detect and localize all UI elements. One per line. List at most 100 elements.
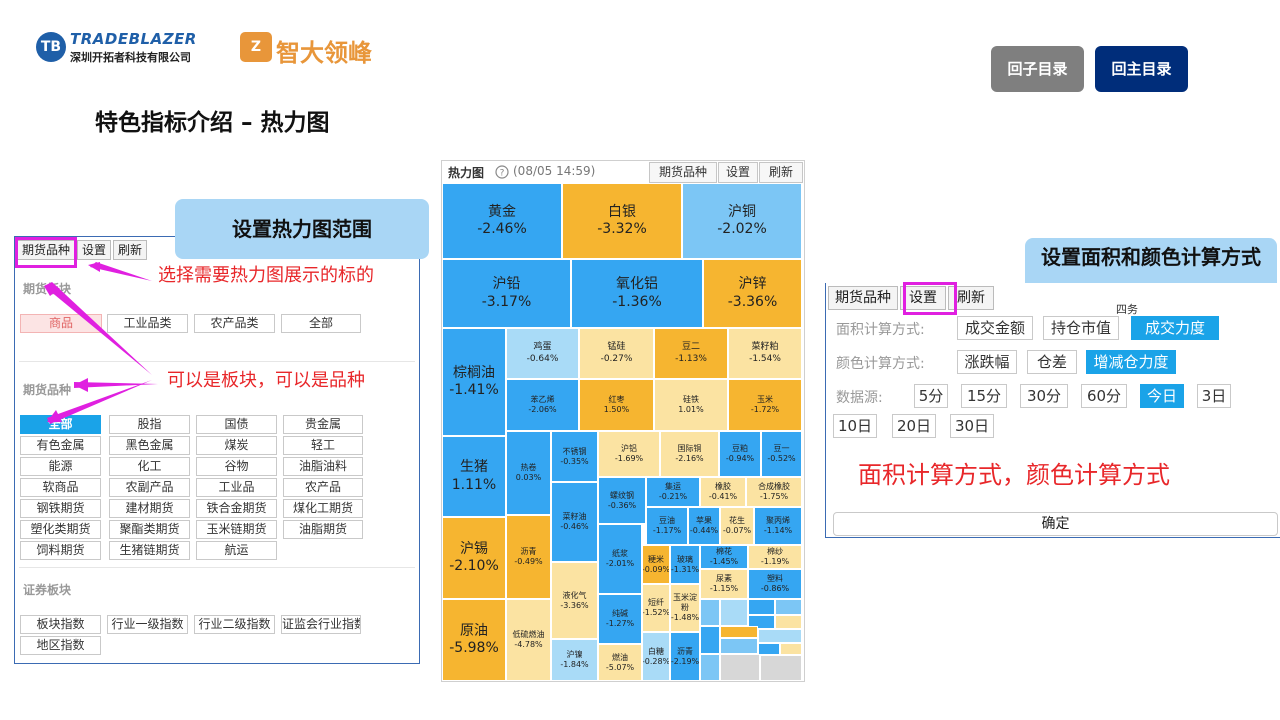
heatmap-cell[interactable]: 豆二 -1.13% [654, 328, 728, 379]
variety-chip[interactable]: 航运 [196, 541, 277, 560]
board-chip-industrial[interactable]: 工业品类 [107, 314, 188, 333]
heatmap-cell[interactable]: 纯碱 -1.27% [598, 594, 642, 644]
heatmap-cell[interactable]: 沪镍 -1.84% [551, 639, 598, 681]
heatmap-small-tile[interactable] [748, 615, 775, 629]
src-opt-30min[interactable]: 30分 [1020, 384, 1068, 408]
heatmap-cell[interactable]: 原油 -5.98% [442, 599, 506, 681]
heatmap-cell[interactable]: 鸡蛋 -0.64% [506, 328, 579, 379]
variety-chip[interactable]: 油脂期货 [283, 520, 363, 539]
variety-chip[interactable]: 建材期货 [109, 499, 190, 518]
variety-chip[interactable]: 煤化工期货 [283, 499, 363, 518]
variety-chip[interactable]: 煤炭 [196, 436, 277, 455]
variety-chip[interactable]: 轻工 [283, 436, 363, 455]
heatmap-cell[interactable]: 短纤 -1.52% [642, 584, 670, 632]
color-opt-change[interactable]: 涨跌幅 [957, 350, 1017, 374]
heatmap-small-tile[interactable] [720, 626, 758, 638]
heatmap-cell[interactable]: 沪铅 -3.17% [442, 259, 571, 328]
heatmap-cell[interactable]: 液化气 -3.36% [551, 562, 598, 639]
stock-chip-industry-l1[interactable]: 行业一级指数 [107, 615, 188, 634]
heatmap-small-tile[interactable] [720, 638, 758, 654]
board-chip-agricultural[interactable]: 农产品类 [194, 314, 275, 333]
src-opt-3day[interactable]: 3日 [1197, 384, 1231, 408]
heatmap-cell[interactable]: 热卷 0.03% [506, 431, 551, 515]
stock-chip-csrc-industry[interactable]: 证监会行业指数 [281, 615, 361, 634]
stock-chip-sector-index[interactable]: 板块指数 [20, 615, 101, 634]
variety-chip[interactable]: 谷物 [196, 457, 277, 476]
area-opt-position-value[interactable]: 持仓市值 [1043, 316, 1119, 340]
stock-chip-industry-l2[interactable]: 行业二级指数 [194, 615, 275, 634]
variety-chip[interactable]: 化工 [109, 457, 190, 476]
heatmap-small-tile[interactable] [748, 599, 775, 615]
heatmap-small-tile[interactable] [720, 599, 748, 626]
heatmap-cell[interactable]: 棉花 -1.45% [700, 545, 748, 569]
color-opt-position-strength[interactable]: 增减仓力度 [1086, 350, 1176, 374]
heatmap-refresh-button[interactable]: 刷新 [759, 162, 803, 183]
heatmap-cell[interactable]: 橡胶 -0.41% [700, 477, 746, 507]
area-opt-volume-strength[interactable]: 成交力度 [1131, 316, 1219, 340]
tab-futures-variety[interactable]: 期货品种 [828, 286, 898, 310]
variety-chip[interactable]: 软商品 [20, 478, 101, 497]
variety-chip[interactable]: 能源 [20, 457, 101, 476]
heatmap-cell[interactable]: 棉纱 -1.19% [748, 545, 802, 569]
heatmap-small-tile[interactable] [700, 626, 720, 654]
variety-chip[interactable]: 工业品 [196, 478, 277, 497]
back-to-sub-menu-button[interactable]: 回子目录 [991, 46, 1084, 92]
heatmap-cell[interactable]: 粳米 -0.09% [642, 545, 670, 584]
heatmap-cell[interactable]: 豆油 -1.17% [646, 507, 688, 545]
question-circle-icon[interactable]: ? [495, 165, 509, 179]
src-opt-10day[interactable]: 10日 [833, 414, 877, 438]
heatmap-cell[interactable]: 尿素 -1.15% [700, 569, 748, 599]
heatmap-small-tile[interactable] [760, 655, 802, 681]
heatmap-small-tile[interactable] [775, 599, 802, 615]
board-chip-commodity[interactable]: 商品 [20, 314, 102, 333]
heatmap-cell[interactable]: 氧化铝 -1.36% [571, 259, 703, 328]
heatmap-cell[interactable]: 国际铜 -2.16% [660, 431, 719, 477]
heatmap-cell[interactable]: 玉米淀粉 -1.48% [670, 584, 700, 632]
heatmap-cell[interactable]: 沥青 -2.19% [670, 632, 700, 681]
heatmap-cell[interactable]: 螺纹钢 -0.36% [598, 477, 646, 524]
heatmap-small-tile[interactable] [700, 599, 720, 626]
src-opt-today[interactable]: 今日 [1140, 384, 1184, 408]
tab-refresh[interactable]: 刷新 [113, 240, 148, 260]
heatmap-small-tile[interactable] [758, 643, 780, 655]
heatmap-cell[interactable]: 红枣 1.50% [579, 379, 654, 431]
heatmap-cell[interactable]: 菜籽粕 -1.54% [728, 328, 802, 379]
heatmap-cell[interactable]: 沪铝 -1.69% [598, 431, 660, 477]
heatmap-cell[interactable]: 集运 -0.21% [646, 477, 700, 507]
variety-chip[interactable]: 塑化类期货 [20, 520, 101, 539]
heatmap-cell[interactable]: 菜籽油 -0.46% [551, 482, 598, 562]
variety-chip[interactable]: 饲料期货 [20, 541, 101, 560]
src-opt-20day[interactable]: 20日 [892, 414, 936, 438]
variety-chip[interactable]: 油脂油料 [283, 457, 363, 476]
heatmap-cell[interactable]: 玉米 -1.72% [728, 379, 802, 431]
variety-chip[interactable]: 国债 [196, 415, 277, 434]
back-to-main-menu-button[interactable]: 回主目录 [1095, 46, 1188, 92]
heatmap-small-tile[interactable] [720, 654, 760, 681]
heatmap-cell[interactable]: 锰硅 -0.27% [579, 328, 654, 379]
heatmap-small-tile[interactable] [780, 643, 802, 655]
variety-chip[interactable]: 铁合金期货 [196, 499, 277, 518]
heatmap-cell[interactable]: 沪铜 -2.02% [682, 183, 802, 259]
src-opt-15min[interactable]: 15分 [961, 384, 1007, 408]
heatmap-cell[interactable]: 塑料 -0.86% [748, 569, 802, 599]
heatmap-cell[interactable]: 苯乙烯 -2.06% [506, 379, 579, 431]
heatmap-cell[interactable]: 豆粕 -0.94% [719, 431, 761, 477]
src-opt-60min[interactable]: 60分 [1081, 384, 1127, 408]
tab-settings[interactable]: 设置 [77, 240, 112, 260]
heatmap-cell[interactable]: 沥青 -0.49% [506, 515, 551, 599]
src-opt-5min[interactable]: 5分 [914, 384, 948, 408]
heatmap-cell[interactable]: 聚丙烯 -1.14% [754, 507, 802, 545]
heatmap-cell[interactable]: 豆一 -0.52% [761, 431, 802, 477]
variety-chip[interactable]: 聚酯类期货 [109, 520, 190, 539]
tab-settings[interactable]: 设置 [900, 286, 946, 310]
color-opt-position-diff[interactable]: 仓差 [1027, 350, 1077, 374]
heatmap-cell[interactable]: 沪锡 -2.10% [442, 517, 506, 599]
heatmap-small-tile[interactable] [758, 629, 802, 643]
variety-chip[interactable]: 股指 [109, 415, 190, 434]
heatmap-cell[interactable]: 苹果 -0.44% [688, 507, 720, 545]
confirm-button[interactable]: 确定 [833, 512, 1278, 536]
heatmap-cell[interactable]: 棕榈油 -1.41% [442, 328, 506, 436]
variety-chip[interactable]: 黑色金属 [109, 436, 190, 455]
variety-chip[interactable]: 生猪链期货 [109, 541, 190, 560]
heatmap-cell[interactable]: 沪锌 -3.36% [703, 259, 802, 328]
